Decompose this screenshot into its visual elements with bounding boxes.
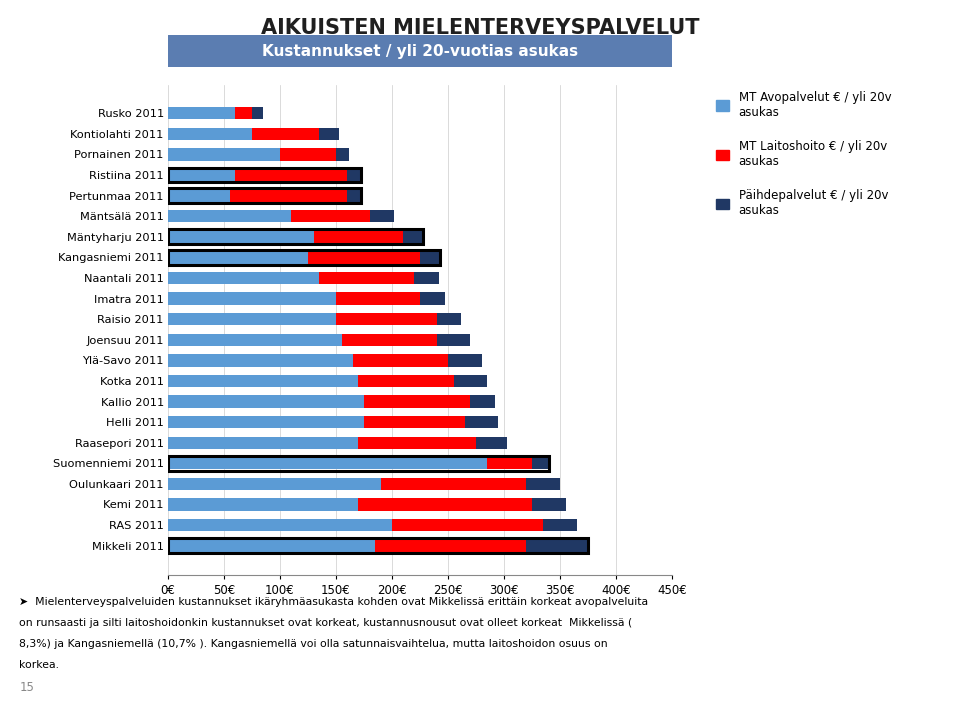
Bar	[235, 107, 252, 119]
Bar	[370, 210, 395, 222]
Text: on runsaasti ja silti laitoshoidonkin kustannukset ovat korkeat, kustannusnousut: on runsaasti ja silti laitoshoidonkin ku…	[19, 618, 633, 628]
Bar	[308, 251, 420, 263]
Bar	[168, 231, 314, 243]
Bar	[168, 354, 353, 366]
Bar	[168, 538, 588, 553]
Bar	[314, 231, 403, 243]
Text: 8,3%) ja Kangasniemellä (10,7% ). Kangasniemellä voi olla satunnaisvaihtelua, mu: 8,3%) ja Kangasniemellä (10,7% ). Kangas…	[19, 639, 608, 649]
Bar	[336, 292, 420, 305]
Bar	[168, 456, 549, 471]
Bar	[348, 189, 361, 202]
Bar	[168, 436, 358, 449]
Bar	[415, 272, 439, 284]
Bar	[526, 539, 588, 552]
Bar	[532, 498, 565, 510]
Bar	[420, 251, 440, 263]
Bar	[364, 395, 470, 407]
Bar	[252, 107, 263, 119]
Bar	[319, 128, 340, 140]
Bar	[168, 167, 361, 182]
Bar	[168, 539, 375, 552]
Bar	[526, 478, 560, 490]
Bar	[532, 457, 549, 469]
Bar	[168, 457, 488, 469]
Bar	[465, 416, 498, 429]
Bar	[168, 292, 336, 305]
Bar	[375, 539, 526, 552]
Bar	[403, 231, 423, 243]
Bar	[364, 416, 465, 429]
Bar	[168, 189, 361, 203]
Bar	[470, 395, 495, 407]
Bar	[168, 128, 252, 140]
Legend: MT Avopalvelut € / yli 20v
asukas, MT Laitoshoito € / yli 20v
asukas, Päihdepalv: MT Avopalvelut € / yli 20v asukas, MT La…	[716, 90, 891, 217]
Bar	[448, 354, 482, 366]
Bar	[437, 333, 470, 346]
Text: ➤  Mielenterveyspalveluiden kustannukset ikäryhmäasukasta kohden ovat Mikkelissä: ➤ Mielenterveyspalveluiden kustannukset …	[19, 597, 648, 606]
Bar	[252, 128, 319, 140]
Text: Kustannukset / yli 20-vuotias asukas: Kustannukset / yli 20-vuotias asukas	[262, 44, 578, 59]
Bar	[168, 169, 235, 181]
Bar	[381, 478, 526, 490]
Bar	[168, 251, 308, 263]
Bar	[358, 436, 476, 449]
Bar	[168, 519, 392, 531]
Bar	[229, 189, 348, 202]
Bar	[488, 457, 532, 469]
Bar	[353, 354, 448, 366]
Bar	[168, 272, 319, 284]
Bar	[168, 333, 342, 346]
Bar	[342, 333, 437, 346]
Bar	[437, 313, 462, 325]
Bar	[168, 416, 364, 429]
Bar	[319, 272, 415, 284]
Text: 15: 15	[19, 681, 34, 694]
Bar	[291, 210, 370, 222]
Bar	[168, 189, 229, 202]
Bar	[168, 250, 440, 265]
Bar	[280, 148, 336, 160]
Bar	[168, 210, 291, 222]
Bar	[336, 148, 349, 160]
Bar	[235, 169, 348, 181]
Bar	[336, 313, 437, 325]
Bar	[392, 519, 543, 531]
Bar	[454, 375, 488, 387]
Text: korkea.: korkea.	[19, 660, 60, 670]
Bar	[476, 436, 508, 449]
Bar	[358, 375, 453, 387]
Bar	[168, 375, 358, 387]
Bar	[168, 148, 280, 160]
Bar	[168, 313, 336, 325]
Bar	[168, 478, 381, 490]
Bar	[543, 519, 577, 531]
Bar	[358, 498, 532, 510]
Bar	[168, 107, 235, 119]
Text: AIKUISTEN MIELENTERVEYSPALVELUT: AIKUISTEN MIELENTERVEYSPALVELUT	[261, 18, 699, 37]
Bar	[168, 395, 364, 407]
Bar	[168, 498, 358, 510]
Bar	[168, 229, 423, 244]
Bar	[420, 292, 444, 305]
Bar	[348, 169, 361, 181]
